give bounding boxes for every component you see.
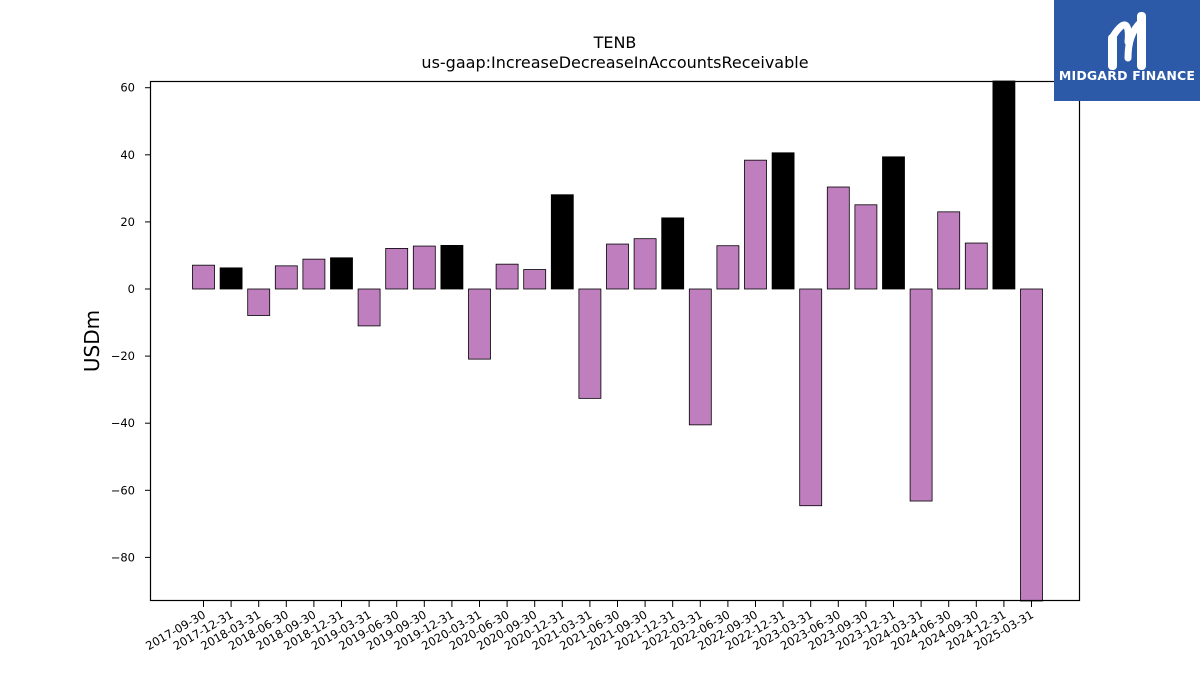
bar-2020-06-30 xyxy=(495,263,519,290)
bar-2019-03-31 xyxy=(357,288,381,327)
bar-2021-03-31 xyxy=(578,288,602,399)
bar-2017-09-30 xyxy=(192,264,215,290)
brand-logo: MIDGARD FINANCE xyxy=(1054,0,1200,101)
bar-2022-12-31 xyxy=(771,152,795,290)
y-axis: 60 40 20 0 −20 −40 −60 −80 xyxy=(111,81,150,564)
bar-2020-03-31 xyxy=(468,288,491,360)
bar-2021-12-31 xyxy=(661,217,685,290)
y-tick-label: −20 xyxy=(111,349,135,363)
y-tick-label: −80 xyxy=(111,550,135,564)
y-tick-label: 40 xyxy=(120,148,135,162)
bar-2022-06-30 xyxy=(716,245,740,290)
x-axis: 2017-09-302017-12-312018-03-312018-06-30… xyxy=(143,601,1036,653)
y-tick-label: 20 xyxy=(120,215,135,229)
bar-2018-12-31 xyxy=(330,257,353,290)
bar-2024-12-31 xyxy=(992,80,1016,290)
bars-layer xyxy=(192,80,1043,602)
bar-2020-09-30 xyxy=(523,269,547,290)
bar-2019-06-30 xyxy=(385,248,409,290)
plot-frame xyxy=(149,80,1081,602)
bar-2023-12-31 xyxy=(882,156,905,290)
bar-2018-06-30 xyxy=(274,265,298,290)
brand-mark-icon xyxy=(1108,12,1146,70)
bar-2023-06-30 xyxy=(826,186,850,290)
bar-2020-12-31 xyxy=(550,194,574,290)
bar-2024-09-30 xyxy=(964,242,988,290)
bar-2023-09-30 xyxy=(854,204,878,290)
bar-2019-12-31 xyxy=(440,244,464,290)
y-tick-label: −40 xyxy=(111,416,135,430)
bar-2022-09-30 xyxy=(744,159,767,290)
bar-2018-03-31 xyxy=(247,288,271,316)
bar-2024-06-30 xyxy=(937,211,961,290)
y-tick-label: 60 xyxy=(120,81,135,95)
bar-2017-12-31 xyxy=(219,267,243,290)
y-tick-label: 0 xyxy=(128,282,135,296)
bar-2023-03-31 xyxy=(799,288,823,507)
bar-2025-03-31 xyxy=(1020,288,1043,602)
bar-2018-09-30 xyxy=(302,258,326,290)
bar-2024-03-31 xyxy=(909,288,933,502)
chart-title: TENB xyxy=(593,33,637,52)
brand-name: MIDGARD FINANCE xyxy=(1058,68,1196,83)
bar-2019-09-30 xyxy=(412,245,436,290)
y-axis-label: USDm xyxy=(80,310,104,372)
bar-2021-06-30 xyxy=(606,243,629,290)
y-tick-label: −60 xyxy=(111,483,135,497)
chart-subtitle: us-gaap:IncreaseDecreaseInAccountsReceiv… xyxy=(421,53,808,72)
bar-2022-03-31 xyxy=(688,288,712,426)
bar-2021-09-30 xyxy=(633,238,657,290)
